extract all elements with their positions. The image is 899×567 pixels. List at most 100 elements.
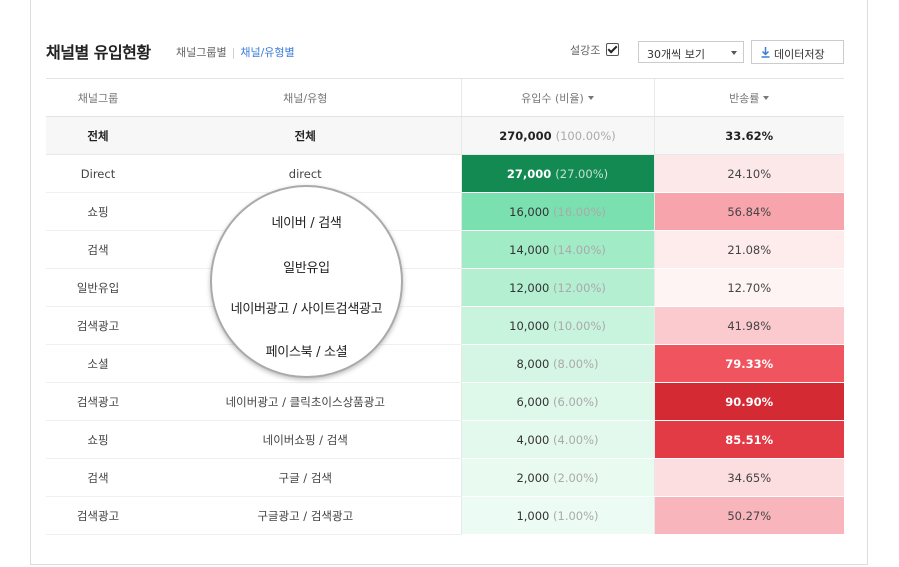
visits-pct: (27.00%) — [555, 166, 609, 181]
visits-value: 14,000 — [509, 242, 550, 257]
cell-visits: 12,000 (12.00%) — [460, 268, 654, 307]
visits-pct: (1.00%) — [553, 508, 599, 523]
cell-channel: 구글광고 / 검색광고 — [150, 496, 461, 535]
cell-group: 쇼핑 — [46, 420, 150, 459]
cell-bounce: 41.98% — [653, 306, 844, 345]
table-row[interactable]: 일반유입 12,000 (12.00%) 12.70% — [46, 268, 844, 307]
total-visits: 270,000 (100.00%) — [460, 116, 654, 155]
table-row[interactable]: 검색광고 10,000 (10.00%) 41.98% — [46, 306, 844, 345]
cell-visits: 4,000 (4.00%) — [460, 420, 654, 459]
cell-bounce: 79.33% — [653, 344, 844, 383]
visits-header-label: 유입수 (비율) — [521, 91, 584, 105]
cell-channel: 네이버광고 / 클릭초이스상품광고 — [150, 382, 461, 421]
channel-callout: 네이버 / 검색 일반유입 네이버광고 / 사이트검색광고 페이스북 / 소셜 — [210, 185, 403, 378]
cell-visits: 8,000 (8.00%) — [460, 344, 654, 383]
table-total-row: 전체 전체 270,000 (100.00%) 33.62% — [46, 116, 844, 155]
table-row[interactable]: 소셜 8,000 (8.00%) 79.33% — [46, 344, 844, 383]
save-data-button[interactable]: 데이터저장 — [751, 40, 844, 64]
cell-group: 검색광고 — [46, 306, 150, 345]
column-header-channel-group: 채널그룹 — [46, 78, 150, 117]
callout-line: 네이버 / 검색 — [271, 216, 342, 231]
cell-group: 일반유입 — [46, 268, 150, 307]
visits-pct: (2.00%) — [553, 470, 599, 485]
table-row[interactable]: 검색 구글 / 검색 2,000 (2.00%) 34.65% — [46, 458, 844, 497]
table-row[interactable]: 검색광고 네이버광고 / 클릭초이스상품광고 6,000 (6.00%) 90.90% — [46, 382, 844, 421]
sort-arrow-icon — [587, 95, 594, 100]
highlight-toggle[interactable]: 설강조 — [570, 42, 620, 58]
total-bounce: 33.62% — [653, 116, 844, 155]
tab-divider: | — [231, 46, 236, 59]
visits-value: 4,000 — [516, 432, 550, 447]
cell-visits: 2,000 (2.00%) — [460, 458, 654, 497]
cell-group: 쇼핑 — [46, 192, 150, 231]
total-visits-value: 270,000 — [499, 128, 552, 143]
total-visits-pct: (100.00%) — [555, 128, 616, 143]
table-row[interactable]: Direct direct 27,000 (27.00%) 24.10% — [46, 154, 844, 193]
cell-bounce: 85.51% — [653, 420, 844, 459]
column-header-channel-type: 채널/유형 — [150, 78, 461, 117]
visits-value: 2,000 — [516, 470, 550, 485]
visits-pct: (8.00%) — [553, 356, 599, 371]
cell-visits: 10,000 (10.00%) — [460, 306, 654, 345]
table-row[interactable]: 쇼핑 네이버쇼핑 / 검색 4,000 (4.00%) 85.51% — [46, 420, 844, 459]
cell-channel: 네이버쇼핑 / 검색 — [150, 420, 461, 459]
save-label: 데이터저장 — [774, 48, 825, 61]
cell-bounce: 56.84% — [653, 192, 844, 231]
table-row[interactable]: 쇼핑 16,000 (16.00%) 56.84% — [46, 192, 844, 231]
tab-channel-type[interactable]: 채널/유형별 — [240, 46, 295, 59]
visits-value: 16,000 — [509, 204, 550, 219]
cell-group: Direct — [46, 154, 150, 193]
visits-value: 27,000 — [506, 166, 552, 181]
cell-bounce: 24.10% — [653, 154, 844, 193]
cell-bounce: 21.08% — [653, 230, 844, 269]
cell-visits: 6,000 (6.00%) — [460, 382, 654, 421]
visits-value: 10,000 — [509, 318, 550, 333]
sort-arrow-icon — [763, 95, 770, 100]
cell-bounce: 50.27% — [653, 496, 844, 535]
cell-group: 소셜 — [46, 344, 150, 383]
cell-visits: 1,000 (1.00%) — [460, 496, 654, 535]
visits-value: 1,000 — [516, 508, 550, 523]
visits-pct: (6.00%) — [553, 394, 599, 409]
cell-bounce: 90.90% — [653, 382, 844, 421]
column-header-visits[interactable]: 유입수 (비율) — [460, 78, 654, 117]
table-row[interactable]: 검색광고 구글광고 / 검색광고 1,000 (1.00%) 50.27% — [46, 496, 844, 535]
visits-pct: (4.00%) — [553, 432, 599, 447]
total-group: 전체 — [46, 116, 150, 155]
cell-visits: 27,000 (27.00%) — [460, 154, 654, 193]
cell-group: 검색 — [46, 230, 150, 269]
cell-group: 검색 — [46, 458, 150, 497]
page-size-value: 30개씩 보기 — [647, 48, 705, 61]
cell-channel: 구글 / 검색 — [150, 458, 461, 497]
download-icon — [761, 47, 770, 58]
highlight-label: 설강조 — [570, 44, 601, 57]
visits-pct: (14.00%) — [553, 242, 606, 257]
visits-value: 6,000 — [516, 394, 550, 409]
total-channel: 전체 — [150, 116, 461, 155]
callout-line: 일반유입 — [283, 261, 330, 276]
channel-inflow-table: 채널그룹 채널/유형 유입수 (비율) 반송률 전체 전체 270,000 (1… — [46, 78, 844, 535]
cell-group: 검색광고 — [46, 382, 150, 421]
page-title: 채널별 유입현황 — [46, 43, 151, 62]
visits-pct: (12.00%) — [553, 280, 606, 295]
chevron-down-icon — [731, 51, 737, 55]
visits-pct: (10.00%) — [553, 318, 606, 333]
visits-value: 8,000 — [516, 356, 550, 371]
bounce-header-label: 반송률 — [729, 91, 760, 105]
cell-visits: 16,000 (16.00%) — [460, 192, 654, 231]
highlight-checkbox[interactable] — [606, 43, 620, 56]
panel-header: 채널별 유입현황 채널그룹별 | 채널/유형별 설강조 30개씩 보기 데이터저장 — [46, 36, 844, 68]
cell-bounce: 34.65% — [653, 458, 844, 497]
table-header-row: 채널그룹 채널/유형 유입수 (비율) 반송률 — [46, 78, 844, 117]
visits-pct: (16.00%) — [553, 204, 606, 219]
view-tabs: 채널그룹별 | 채널/유형별 — [176, 44, 295, 60]
tab-channel-group[interactable]: 채널그룹별 — [176, 46, 227, 59]
column-header-bounce[interactable]: 반송률 — [653, 78, 844, 117]
cell-visits: 14,000 (14.00%) — [460, 230, 654, 269]
visits-value: 12,000 — [509, 280, 550, 295]
callout-line: 페이스북 / 소셜 — [265, 345, 348, 360]
table-row[interactable]: 검색 14,000 (14.00%) 21.08% — [46, 230, 844, 269]
page-size-select[interactable]: 30개씩 보기 — [638, 41, 744, 63]
callout-line: 네이버광고 / 사이트검색광고 — [230, 302, 383, 317]
cell-group: 검색광고 — [46, 496, 150, 535]
